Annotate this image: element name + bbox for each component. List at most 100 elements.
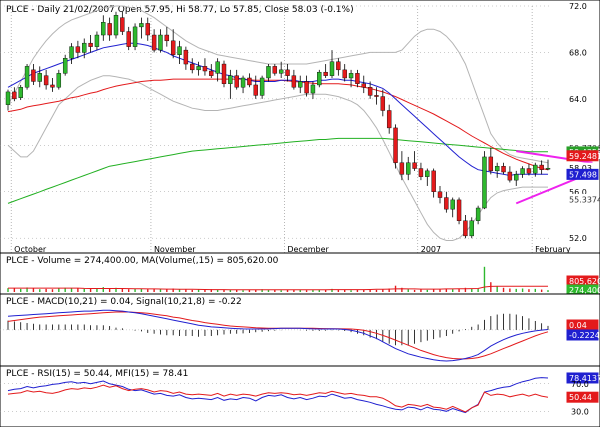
candle-body — [317, 71, 322, 86]
candle-body — [31, 69, 36, 82]
candle-body — [107, 23, 112, 36]
candle-body — [266, 66, 271, 79]
mfi-line — [7, 377, 549, 414]
candle-body — [393, 127, 398, 163]
month-label: February — [535, 245, 571, 254]
candle-body — [475, 207, 481, 221]
candle-body — [310, 84, 316, 94]
candle-body — [151, 34, 157, 51]
candle-body — [5, 91, 11, 105]
candle-body — [444, 197, 449, 210]
candle-body — [304, 81, 309, 94]
candle-body — [348, 73, 354, 79]
mfi-tag: 78.4137 — [569, 374, 600, 383]
volume-tag: 274,400 — [569, 286, 600, 295]
candle-body — [145, 23, 150, 36]
candle-body — [450, 199, 455, 210]
candle-body — [190, 63, 195, 71]
rsi-line — [7, 384, 549, 413]
candle-body — [234, 75, 239, 88]
candle-body — [113, 15, 119, 36]
mfi-tag-box — [566, 372, 599, 384]
price-value-tag: 55.3374 — [569, 195, 600, 204]
month-label: 2007 — [421, 245, 441, 254]
candle-body — [406, 162, 411, 175]
bollinger-upper-line — [7, 5, 549, 164]
candle-body — [82, 42, 87, 53]
candle-body — [494, 166, 500, 172]
macd-tag: 0.04 — [569, 321, 587, 330]
candle-body — [158, 34, 163, 51]
candle-body — [386, 110, 392, 129]
candle-body — [501, 166, 506, 173]
candle-body — [94, 34, 100, 47]
candle-body — [69, 46, 74, 59]
ma-long-line — [7, 137, 548, 204]
price-value-tag-box — [566, 193, 599, 205]
candle-body — [37, 73, 42, 82]
macd-signal-tag-box — [566, 329, 599, 341]
price-panel-title: PLCE - Daily 21/02/2007 Open 57.95, Hi 5… — [6, 5, 354, 15]
price-y-tick: 52.0 — [569, 234, 587, 243]
candle-body — [170, 40, 176, 55]
volume-ma-line — [8, 285, 548, 291]
candle-body — [18, 87, 23, 98]
candle-body — [329, 61, 335, 76]
bollinger-lower-line — [7, 75, 548, 241]
candle-body — [62, 58, 68, 74]
price-y-tick: 64.0 — [569, 95, 587, 104]
candle-body — [164, 34, 170, 42]
candle-body — [202, 66, 208, 72]
candle-body — [221, 63, 227, 84]
price-y-tick: 56.0 — [569, 188, 587, 197]
candle-body — [418, 168, 424, 177]
candle-body — [215, 61, 220, 74]
candle-body — [533, 164, 538, 174]
candle-body — [463, 220, 468, 237]
candle-body — [469, 220, 474, 237]
candle-body — [507, 171, 513, 181]
candle-body — [132, 26, 138, 47]
price-value-tag: 59.2481 — [569, 152, 600, 161]
macd-panel-title: PLCE - MACD(10,21) = 0.04, Signal(10,21,… — [6, 297, 242, 307]
macd-line — [7, 309, 549, 362]
candle-body — [75, 46, 81, 53]
candle-body — [539, 164, 544, 170]
candle-body — [323, 71, 328, 76]
month-label: December — [287, 245, 329, 254]
candle-body — [24, 66, 30, 88]
candle-body — [361, 83, 366, 88]
candle-body — [259, 77, 265, 96]
candle-body — [209, 70, 214, 76]
volume-panel-frame — [0, 252, 600, 295]
rsi-tag: 50.44 — [569, 393, 592, 402]
candle-body — [228, 75, 233, 84]
candle-body — [380, 96, 386, 111]
price-panel: PLCE - Daily 21/02/2007 Open 57.95, Hi 5… — [0, 0, 600, 254]
candle-body — [12, 91, 17, 100]
rsi-tag-box — [566, 391, 599, 403]
rsi-panel-frame — [0, 365, 600, 427]
candle-body — [342, 69, 347, 79]
candle-body — [488, 156, 494, 172]
candle-body — [272, 66, 278, 74]
candle-body — [101, 22, 106, 36]
rsi-panel-title: PLCE - RSI(15) = 50.44, MFI(15) = 78.41 — [6, 369, 188, 379]
candle-body — [177, 46, 182, 55]
candle-body — [50, 84, 55, 88]
volume-panel-title: PLCE - Volume = 274,400.00, MA(Volume(,1… — [6, 256, 279, 266]
volume-ma-tag: 805,620 — [569, 277, 600, 286]
candle-body — [514, 174, 519, 181]
candle-body — [285, 69, 290, 76]
candle-body — [374, 95, 379, 97]
candle-body — [425, 170, 430, 177]
candle-body — [298, 81, 303, 88]
candle-body — [43, 75, 49, 86]
price-value-tag-box — [566, 168, 599, 180]
candle-body — [291, 75, 297, 88]
macd-panel: PLCE - MACD(10,21) = 0.04, Signal(10,21,… — [0, 293, 600, 367]
candle-body — [336, 61, 341, 71]
candle-body — [545, 167, 551, 170]
